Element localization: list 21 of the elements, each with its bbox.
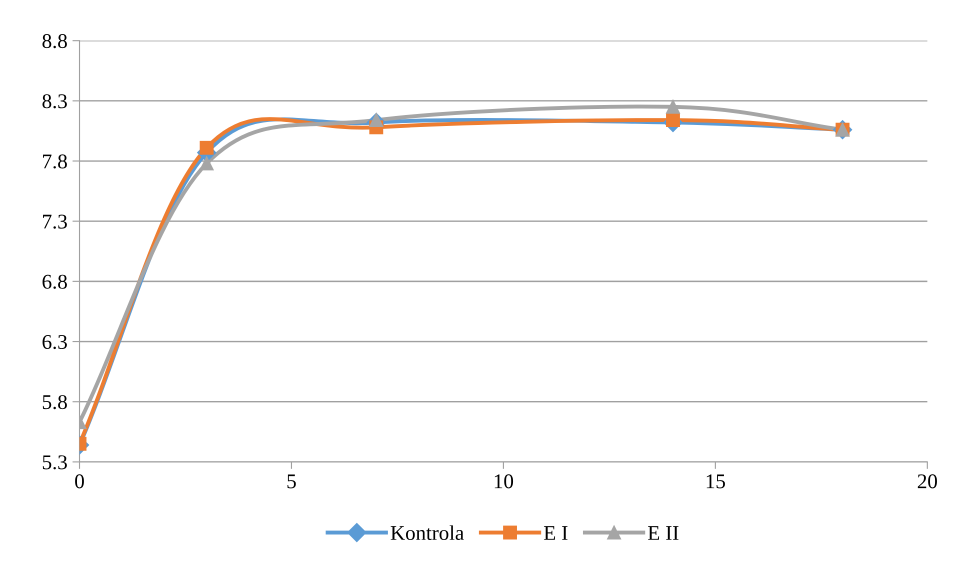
y-tick-label: 5.8 bbox=[42, 395, 67, 410]
x-tick-label: 10 bbox=[494, 474, 514, 488]
y-tick-label: 5.3 bbox=[42, 455, 67, 470]
x-tick-label: 5 bbox=[287, 474, 296, 488]
legend-label: E II bbox=[648, 526, 678, 540]
point bbox=[369, 113, 384, 128]
y-tick-label: 7.8 bbox=[43, 154, 67, 169]
x-tick-label: 20 bbox=[918, 474, 937, 488]
x-tick-label: 15 bbox=[706, 474, 725, 488]
legend-label: E I bbox=[544, 526, 568, 540]
point bbox=[666, 113, 680, 128]
y-tick-label: 6.8 bbox=[42, 274, 67, 289]
point bbox=[666, 100, 680, 114]
x-tick-label: 0 bbox=[75, 474, 84, 488]
point bbox=[200, 140, 214, 155]
y-tick-label: 8.3 bbox=[42, 94, 67, 108]
legend-label: Kontrola bbox=[390, 525, 464, 540]
point bbox=[200, 156, 214, 170]
y-tick-label: 6.3 bbox=[42, 334, 67, 350]
y-tick-label: 8.8 bbox=[42, 34, 67, 48]
y-tick-label: 7.3 bbox=[43, 214, 67, 229]
